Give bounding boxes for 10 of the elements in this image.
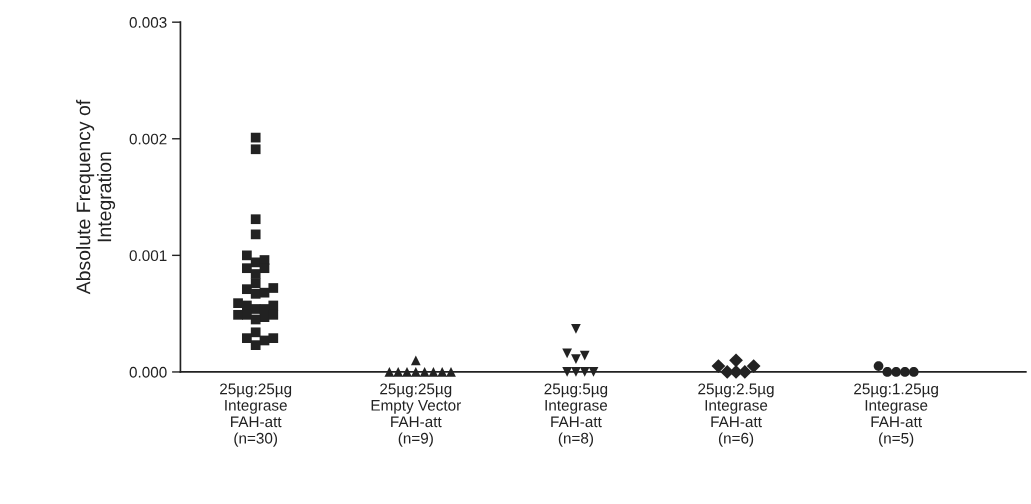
y-tick-label: 0.003 [129, 17, 167, 28]
x-tick-label: 25µg:25µg Empty Vector FAH-att (n=9) [371, 383, 461, 447]
y-tick-label: 0.000 [129, 366, 167, 378]
y-axis-title: Absolute Frequency of Integration [76, 99, 116, 295]
y-tick-label: 0.001 [129, 250, 167, 262]
y-tick-label: 0.002 [129, 133, 167, 145]
x-tick-label: 25µg:1.25µg Integrase FAH-att (n=5) [854, 383, 938, 447]
x-tick-label: 25µg:2.5µg Integrase FAH-att (n=6) [698, 383, 774, 447]
x-tick-label: 25µg:25µg Integrase FAH-att (n=30) [220, 383, 292, 447]
x-tick-label: 25µg:5µg Integrase FAH-att (n=8) [544, 383, 608, 447]
